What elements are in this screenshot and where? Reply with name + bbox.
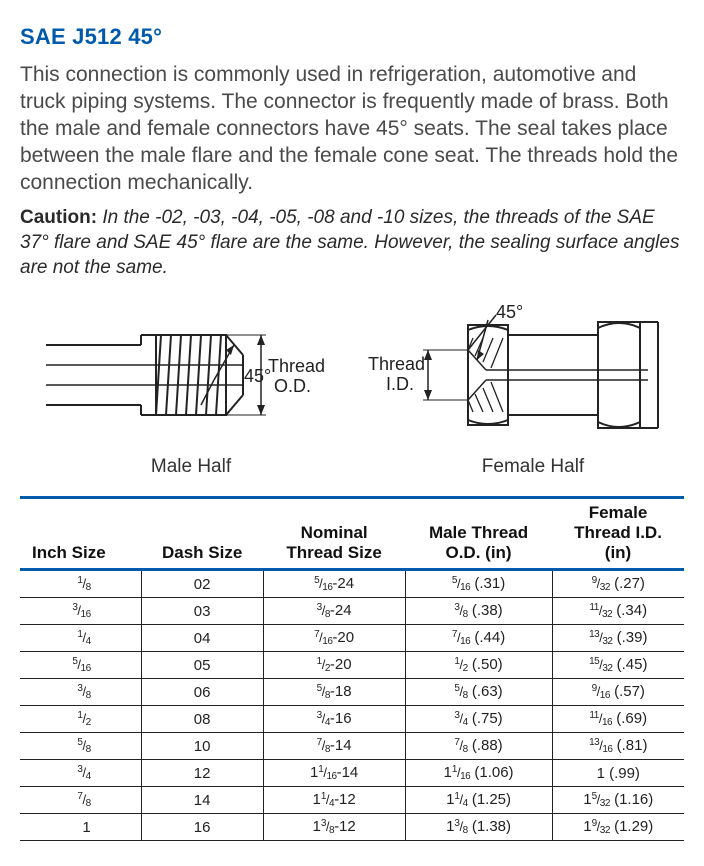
table-row: 1/2083/4-163/4 (.75)11/16 (.69) — [20, 706, 684, 733]
cell-female: 13/32 (.39) — [552, 625, 684, 652]
spec-table: Inch Size Dash Size NominalThread Size M… — [20, 496, 684, 841]
diagram-row: 45° Thread O.D. — [20, 300, 684, 450]
cell-female: 11/32 (.34) — [552, 598, 684, 625]
female-dim-label-1: Thread — [368, 354, 425, 374]
female-diagram: 45° Thread I.D. — [352, 300, 684, 450]
female-half-label: Female Half — [342, 456, 684, 478]
female-angle-label: 45° — [496, 302, 523, 322]
cell-dash: 06 — [141, 679, 263, 706]
diagram-labels: Male Half Female Half — [20, 456, 684, 478]
cell-female: 9/32 (.27) — [552, 570, 684, 598]
cell-nom: 5/8-18 — [263, 679, 405, 706]
cell-female: 9/16 (.57) — [552, 679, 684, 706]
male-dim-label-2: O.D. — [274, 376, 311, 396]
cell-inch: 5/8 — [20, 733, 141, 760]
table-row: 3/16033/8-243/8 (.38)11/32 (.34) — [20, 598, 684, 625]
caution-text: Caution: In the -02, -03, -04, -05, -08 … — [20, 206, 684, 280]
table-row: 7/81411/4-1211/4 (1.25)15/32 (1.16) — [20, 787, 684, 814]
caution-body: In the -02, -03, -04, -05, -08 and -10 s… — [20, 207, 679, 277]
cell-nom: 7/16-20 — [263, 625, 405, 652]
col-male-od: Male ThreadO.D. (in) — [405, 498, 552, 570]
table-row: 11613/8-1213/8 (1.38)19/32 (1.29) — [20, 814, 684, 841]
cell-male: 5/16 (.31) — [405, 570, 552, 598]
cell-inch: 1 — [20, 814, 141, 841]
cell-inch: 3/8 — [20, 679, 141, 706]
cell-female: 15/32 (1.16) — [552, 787, 684, 814]
cell-inch: 1/4 — [20, 625, 141, 652]
cell-inch: 3/4 — [20, 760, 141, 787]
cell-inch: 1/2 — [20, 706, 141, 733]
cell-dash: 05 — [141, 652, 263, 679]
cell-dash: 04 — [141, 625, 263, 652]
cell-dash: 14 — [141, 787, 263, 814]
cell-male: 13/8 (1.38) — [405, 814, 552, 841]
cell-nom: 5/16-24 — [263, 570, 405, 598]
cell-female: 15/32 (.45) — [552, 652, 684, 679]
table-row: 3/41211/16-1411/16 (1.06)1 (.99) — [20, 760, 684, 787]
description-text: This connection is commonly used in refr… — [20, 62, 684, 196]
cell-nom: 3/4-16 — [263, 706, 405, 733]
table-row: 5/8107/8-147/8 (.88)13/16 (.81) — [20, 733, 684, 760]
page-title: SAE J512 45° — [20, 24, 684, 50]
cell-nom: 1/2-20 — [263, 652, 405, 679]
cell-nom: 11/16-14 — [263, 760, 405, 787]
cell-nom: 3/8-24 — [263, 598, 405, 625]
cell-female: 1 (.99) — [552, 760, 684, 787]
cell-dash: 16 — [141, 814, 263, 841]
cell-male: 3/4 (.75) — [405, 706, 552, 733]
cell-dash: 10 — [141, 733, 263, 760]
cell-nom: 7/8-14 — [263, 733, 405, 760]
cell-nom: 13/8-12 — [263, 814, 405, 841]
cell-dash: 02 — [141, 570, 263, 598]
cell-male: 7/16 (.44) — [405, 625, 552, 652]
cell-male: 11/4 (1.25) — [405, 787, 552, 814]
cell-male: 7/8 (.88) — [405, 733, 552, 760]
cell-dash: 03 — [141, 598, 263, 625]
cell-male: 1/2 (.50) — [405, 652, 552, 679]
table-row: 3/8065/8-185/8 (.63)9/16 (.57) — [20, 679, 684, 706]
table-row: 5/16051/2-201/2 (.50)15/32 (.45) — [20, 652, 684, 679]
col-inch-size: Inch Size — [20, 498, 141, 570]
cell-dash: 12 — [141, 760, 263, 787]
cell-male: 5/8 (.63) — [405, 679, 552, 706]
cell-inch: 7/8 — [20, 787, 141, 814]
cell-nom: 11/4-12 — [263, 787, 405, 814]
cell-inch: 3/16 — [20, 598, 141, 625]
cell-inch: 1/8 — [20, 570, 141, 598]
col-dash-size: Dash Size — [141, 498, 263, 570]
cell-dash: 08 — [141, 706, 263, 733]
cell-male: 11/16 (1.06) — [405, 760, 552, 787]
col-female-id: FemaleThread I.D.(in) — [552, 498, 684, 570]
col-nom-thread: NominalThread Size — [263, 498, 405, 570]
cell-female: 11/16 (.69) — [552, 706, 684, 733]
male-dim-label-1: Thread — [268, 356, 325, 376]
caution-label: Caution: — [20, 207, 97, 228]
cell-female: 19/32 (1.29) — [552, 814, 684, 841]
female-dim-label-2: I.D. — [386, 374, 414, 394]
table-row: 1/4047/16-207/16 (.44)13/32 (.39) — [20, 625, 684, 652]
cell-inch: 5/16 — [20, 652, 141, 679]
cell-male: 3/8 (.38) — [405, 598, 552, 625]
table-row: 1/8025/16-245/16 (.31)9/32 (.27) — [20, 570, 684, 598]
cell-female: 13/16 (.81) — [552, 733, 684, 760]
male-half-label: Male Half — [20, 456, 342, 478]
male-diagram: 45° Thread O.D. — [20, 300, 352, 450]
